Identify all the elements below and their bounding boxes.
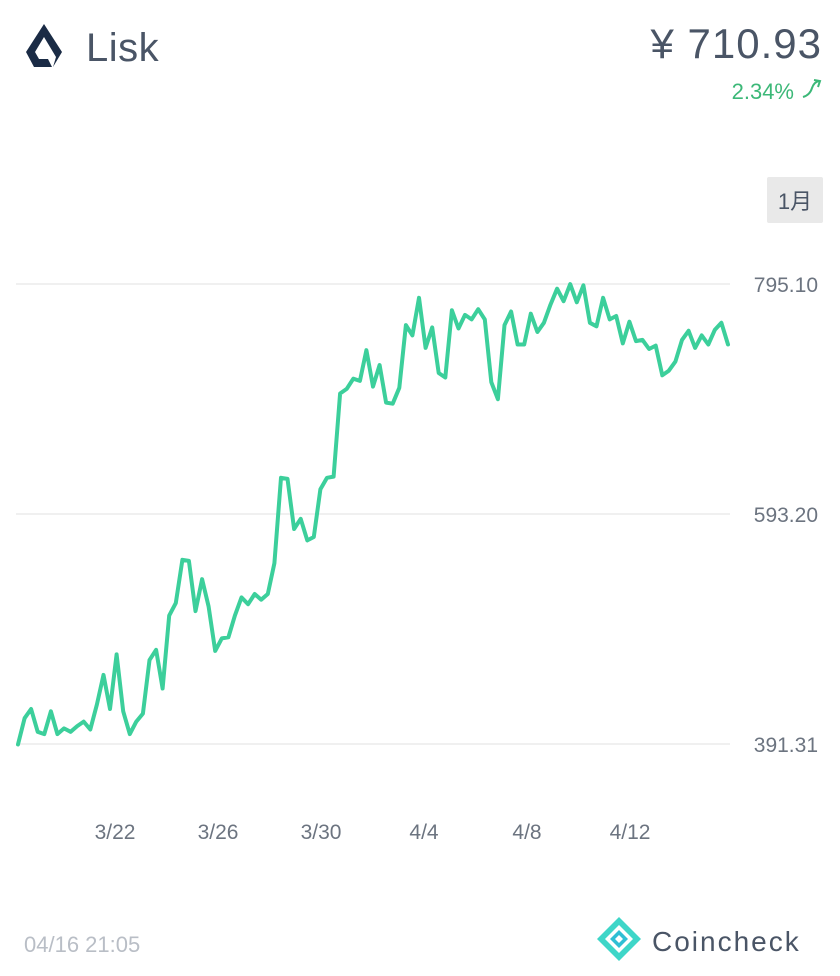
y-tick-label: 593.20 (754, 504, 818, 527)
price-line (16, 282, 730, 747)
brand-name: Coincheck (652, 925, 801, 957)
y-tick-label: 795.10 (754, 274, 818, 297)
x-tick-label: 4/8 (512, 821, 541, 844)
x-tick-label: 3/22 (95, 821, 136, 844)
x-tick-label: 4/12 (610, 821, 651, 844)
arrow-up-right-icon (800, 78, 822, 106)
lisk-logo-icon (22, 22, 66, 75)
price-change-value: 2.34% (731, 79, 794, 104)
coincheck-logo-icon (596, 916, 642, 967)
x-tick-label: 4/4 (409, 821, 439, 844)
x-tick-label: 3/26 (198, 821, 239, 844)
timestamp: 04/16 21:05 (24, 932, 141, 957)
price-chart: 795.10 593.20 391.31 3/22 3/26 3/30 4/4 4/8 4/1… (16, 274, 818, 844)
price-change: 2.34% (732, 78, 822, 106)
current-price: ¥ 710.93 (650, 20, 822, 67)
x-tick-label: 3/30 (301, 821, 342, 844)
coin-name: Lisk (86, 26, 160, 70)
brand: Coincheck (596, 916, 801, 967)
coin-header: Lisk (22, 22, 159, 75)
y-tick-label: 391.31 (754, 734, 818, 757)
period-selector-button[interactable]: 1月 (767, 177, 823, 223)
